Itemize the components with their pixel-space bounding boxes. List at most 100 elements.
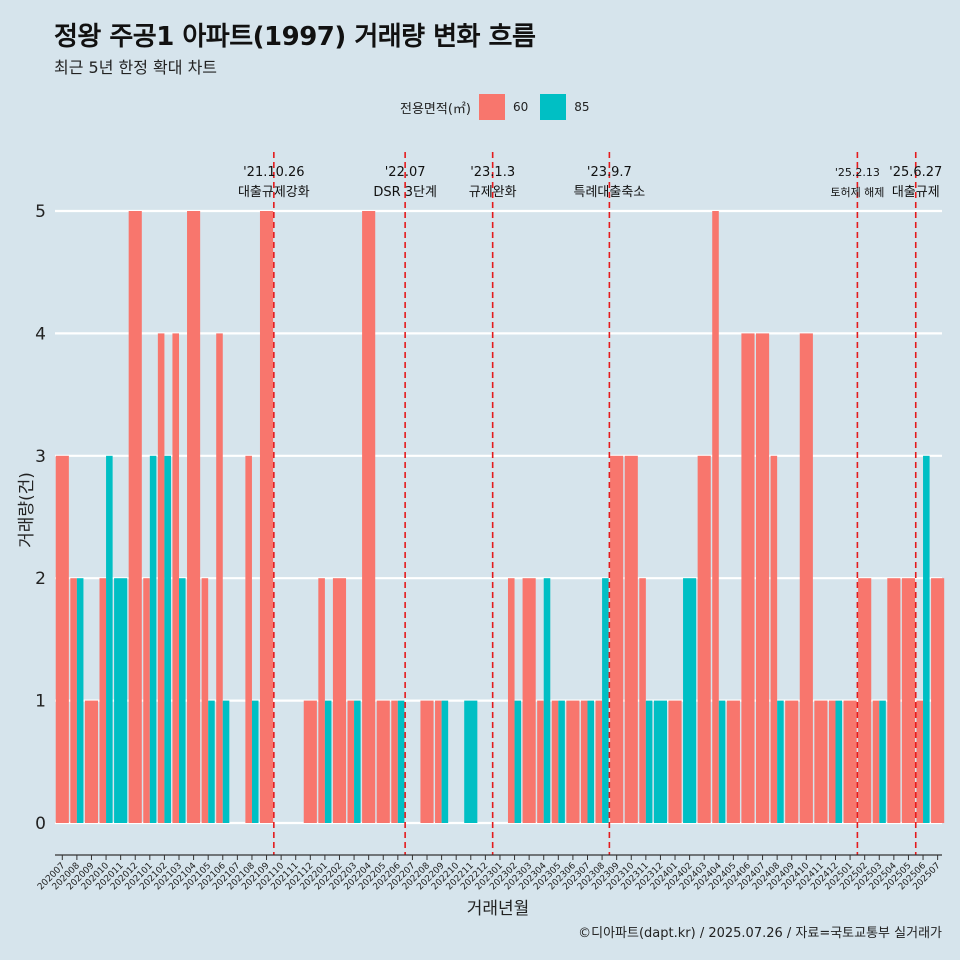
event-date: '23.1.3 [470, 165, 515, 180]
bar-85 [208, 700, 215, 823]
bar-60 [872, 700, 880, 823]
bar-60 [828, 700, 836, 823]
bar-60 [420, 700, 434, 823]
bar-60 [610, 455, 624, 823]
bar-60 [55, 455, 69, 823]
bar-85 [106, 455, 113, 823]
bar-60 [726, 700, 740, 823]
bar-60 [624, 455, 638, 823]
bar-60 [84, 700, 99, 823]
legend-key-60 [478, 94, 505, 120]
bar-60 [376, 700, 390, 823]
bar-60 [712, 211, 719, 823]
event-date: '23.9.7 [587, 165, 632, 180]
bar-60 [741, 333, 755, 823]
event-date: '22.07 [385, 165, 426, 180]
bar-60 [697, 455, 711, 823]
y-tick-label: 1 [35, 692, 46, 712]
bar-85 [879, 700, 886, 823]
bar-60 [770, 455, 778, 823]
bar-85 [114, 578, 128, 823]
event-label: 대출규제강화 [238, 185, 310, 200]
bar-60 [858, 578, 872, 823]
bar-85 [558, 700, 565, 823]
bar-60 [245, 455, 252, 823]
bar-60 [391, 700, 398, 823]
bar-60 [157, 333, 165, 823]
bar-60 [537, 700, 544, 823]
event-label: 규제완화 [469, 185, 517, 200]
legend: 전용면적(㎡) 60 85 [400, 94, 596, 120]
bar-85 [514, 700, 522, 823]
bar-60 [916, 700, 924, 823]
y-tick-label: 4 [35, 324, 46, 344]
y-tick-label: 0 [35, 814, 46, 834]
bar-85 [543, 578, 551, 823]
bar-60 [931, 578, 945, 823]
event-label: DSR 3단계 [373, 185, 437, 200]
bar-85 [179, 578, 186, 823]
bar-60 [755, 333, 770, 823]
bar-60 [435, 700, 442, 823]
bar-85 [602, 578, 609, 823]
bar-85 [354, 700, 361, 823]
bar-60 [887, 578, 901, 823]
bar-60 [668, 700, 682, 823]
bar-60 [216, 333, 223, 823]
bar-60 [522, 578, 536, 823]
bar-60 [187, 211, 201, 823]
bar-85 [718, 700, 726, 823]
y-tick-label: 2 [35, 569, 46, 589]
legend-label-85: 85 [574, 100, 590, 114]
bar-60 [259, 211, 274, 823]
bar-85 [645, 700, 653, 823]
bar-60 [143, 578, 150, 823]
bar-85 [835, 700, 843, 823]
legend-key-85 [540, 94, 567, 120]
bar-60 [551, 700, 559, 823]
bar-85 [397, 700, 405, 823]
bar-85 [777, 700, 784, 823]
event-date: '25.2.13 [835, 166, 880, 179]
bar-60 [507, 578, 515, 823]
bar-60 [99, 578, 107, 823]
bar-60 [843, 700, 857, 823]
bar-85 [923, 455, 930, 823]
bar-60 [799, 333, 813, 823]
bar-60 [901, 578, 916, 823]
bar-60 [201, 578, 209, 823]
bar-60 [362, 211, 376, 823]
bar-85 [587, 700, 595, 823]
bar-60 [128, 211, 142, 823]
bar-60 [347, 700, 355, 823]
caption: ©디아파트(dapt.kr) / 2025.07.26 / 자료=국토교통부 실… [578, 926, 942, 941]
bar-60 [580, 700, 588, 823]
y-tick-label: 5 [35, 202, 46, 222]
chart-title: 정왕 주공1 아파트(1997) 거래량 변화 흐름 [54, 22, 536, 52]
event-label: 특례대출축소 [573, 185, 645, 200]
bar-60 [318, 578, 325, 823]
legend-label-60: 60 [512, 100, 529, 114]
y-tick-label: 3 [35, 447, 46, 467]
bar-85 [164, 455, 171, 823]
event-date: '21.10.26 [243, 165, 304, 180]
legend-title: 전용면적(㎡) [400, 101, 471, 117]
bar-60 [595, 700, 603, 823]
chart-subtitle: 최근 5년 한정 확대 차트 [54, 58, 218, 77]
bar-60 [332, 578, 347, 823]
event-date: '25.6.27 [889, 165, 942, 180]
bar-85 [222, 700, 230, 823]
bar-60 [303, 700, 317, 823]
bar-60 [639, 578, 646, 823]
bar-60 [172, 333, 180, 823]
bar-85 [251, 700, 259, 823]
bar-85 [441, 700, 449, 823]
bar-60 [566, 700, 580, 823]
event-label: 토허제 해제 [830, 185, 884, 199]
bar-85 [324, 700, 332, 823]
bar-85 [683, 578, 697, 823]
x-axis-title: 거래년월 [467, 899, 530, 919]
event-label: 대출규제 [892, 185, 940, 200]
bar-60 [70, 578, 77, 823]
